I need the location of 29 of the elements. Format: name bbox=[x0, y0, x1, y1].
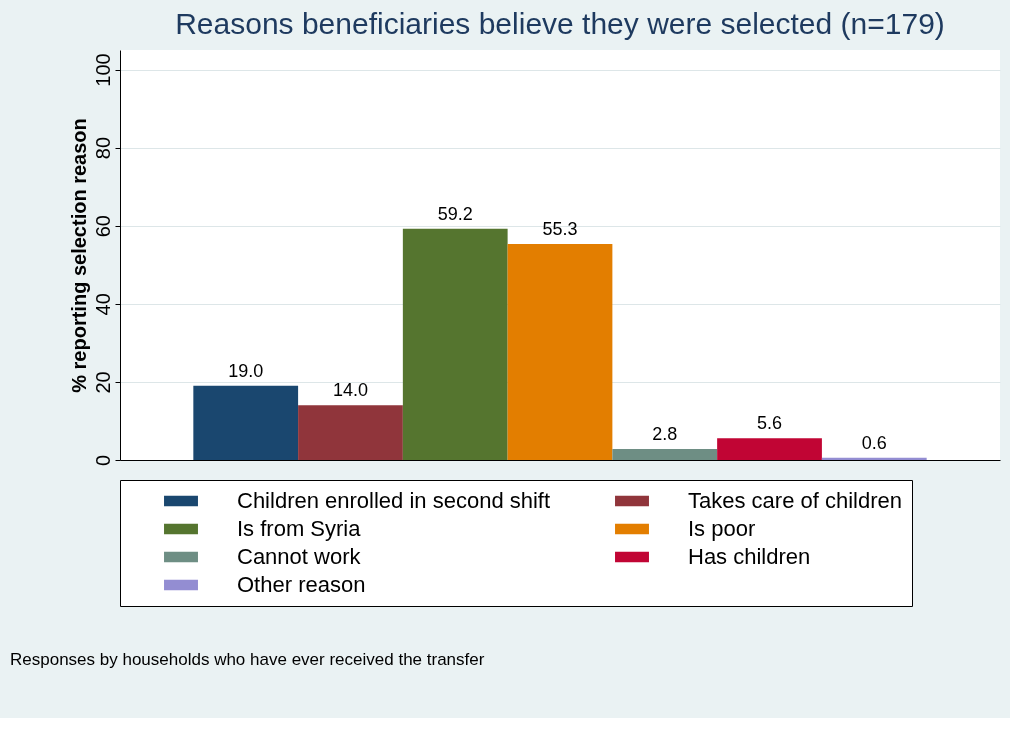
legend-label: Other reason bbox=[237, 572, 366, 597]
bar bbox=[717, 438, 822, 460]
chart-title: Reasons beneficiaries believe they were selected (n=179) bbox=[175, 7, 945, 40]
bar bbox=[193, 385, 299, 460]
legend-label: Is from Syria bbox=[237, 516, 362, 541]
legend-label: Has children bbox=[688, 544, 811, 569]
legend-label: Takes care of children bbox=[688, 488, 902, 513]
y-tick-label: 80 bbox=[91, 136, 114, 160]
bar bbox=[612, 449, 718, 460]
text: Responses by households who have ever received the transfer bbox=[10, 650, 485, 669]
data-label: 14.0 bbox=[332, 380, 368, 401]
y-tick-label: 40 bbox=[91, 293, 114, 316]
y-tick-label: 60 bbox=[91, 215, 114, 238]
y-tick-label: 20 bbox=[91, 371, 114, 394]
y-tick-label: 0 bbox=[91, 454, 114, 467]
bar bbox=[507, 244, 613, 460]
data-label: 0.6 bbox=[861, 432, 887, 453]
bar bbox=[298, 405, 403, 460]
data-label: 59.2 bbox=[437, 203, 473, 224]
y-axis-title: % reporting selection reason bbox=[67, 118, 90, 393]
legend-label: Children enrolled in second shift bbox=[237, 488, 551, 513]
bar bbox=[402, 228, 508, 460]
data-label: 5.6 bbox=[757, 413, 783, 434]
legend-label: Is poor bbox=[688, 516, 756, 541]
y-tick-label: 100 bbox=[91, 53, 114, 87]
data-label: 2.8 bbox=[652, 424, 678, 445]
data-label: 19.0 bbox=[228, 360, 264, 381]
legend-label: Cannot work bbox=[237, 544, 362, 569]
data-label: 55.3 bbox=[542, 219, 578, 240]
